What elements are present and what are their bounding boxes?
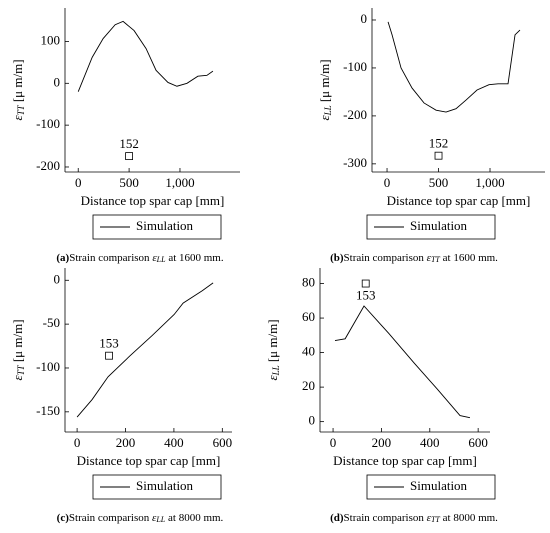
x-tick-label: 500 <box>429 175 449 190</box>
caption-rest: at 1600 mm. <box>166 252 224 264</box>
y-tick-label: 20 <box>302 378 315 393</box>
marker-label: 152 <box>119 136 139 151</box>
y-tick-label: 60 <box>302 309 315 324</box>
x-tick-label: 500 <box>119 175 139 190</box>
x-tick-label: 0 <box>384 175 391 190</box>
x-tick-label: 400 <box>420 435 440 450</box>
caption: (b)Strain comparison εTT at 1600 mm. <box>330 252 498 264</box>
legend-box <box>92 474 222 500</box>
caption-symbol: ε <box>152 252 157 264</box>
y-label-sub: TT <box>16 104 26 115</box>
x-tick-label: 0 <box>75 175 82 190</box>
legend-box <box>92 214 222 240</box>
marker <box>105 351 113 360</box>
y-tick-label: -300 <box>343 155 367 170</box>
x-tick-label: 200 <box>116 435 136 450</box>
y-label-unit: [μ m/m] <box>10 59 25 105</box>
y-label-symbol: ε <box>10 375 25 381</box>
y-label-sub: LL <box>323 105 333 116</box>
marker-label: 153 <box>356 288 376 303</box>
legend-box <box>366 474 496 500</box>
y-tick-label: 0 <box>309 413 316 428</box>
caption-label: (d) <box>330 512 344 524</box>
caption-symbol: ε <box>427 252 432 264</box>
caption-sub: LL <box>156 255 166 264</box>
y-tick-label: -100 <box>36 116 60 131</box>
legend-label: Simulation <box>410 478 468 493</box>
y-label-unit: [μ m/m] <box>265 319 280 365</box>
legend-box <box>366 214 496 240</box>
x-tick-label: 1,000 <box>475 175 504 190</box>
marker <box>361 279 370 288</box>
y-tick-label: -200 <box>343 107 367 122</box>
x-axis-label: Distance top spar cap [mm] <box>77 453 221 468</box>
y-tick-label: -200 <box>36 158 60 173</box>
caption: (a)Strain comparison εLL at 1600 mm. <box>56 252 223 264</box>
series-line <box>334 305 471 419</box>
y-tick-label: 0 <box>54 74 61 89</box>
caption-rest: at 8000 mm. <box>165 512 223 524</box>
caption-text: Strain comparison <box>69 512 152 524</box>
caption-label: (c) <box>57 512 70 524</box>
caption-label: (a) <box>56 252 69 264</box>
y-label-unit: [μ m/m] <box>317 59 332 105</box>
series-line <box>77 20 214 92</box>
x-tick-label: 600 <box>468 435 488 450</box>
caption: (d)Strain comparison εTT at 8000 mm. <box>330 512 498 524</box>
y-label-symbol: ε <box>265 375 280 381</box>
marker <box>125 152 133 161</box>
caption-text: Strain comparison <box>69 252 152 264</box>
series-line <box>76 282 214 418</box>
legend-label: Simulation <box>136 218 194 233</box>
y-tick-label: 100 <box>41 32 61 47</box>
x-axis-label: Distance top spar cap [mm] <box>81 193 225 208</box>
y-label-symbol: ε <box>317 115 332 121</box>
x-tick-label: 400 <box>164 435 184 450</box>
caption-text: Strain comparison <box>344 512 427 524</box>
caption-label: (b) <box>330 252 344 264</box>
legend-label: Simulation <box>136 478 194 493</box>
legend-label: Simulation <box>410 218 468 233</box>
x-axis-label: Distance top spar cap [mm] <box>333 453 477 468</box>
marker-label: 153 <box>99 336 119 351</box>
y-tick-label: -100 <box>343 59 367 74</box>
y-tick-label: -50 <box>43 315 60 330</box>
x-tick-label: 1,000 <box>165 175 194 190</box>
marker-label: 152 <box>429 136 449 151</box>
caption-text: Strain comparison <box>344 252 427 264</box>
x-tick-label: 0 <box>330 435 337 450</box>
x-tick-label: 0 <box>74 435 81 450</box>
x-axis-label: Distance top spar cap [mm] <box>387 193 531 208</box>
caption-symbol: ε <box>427 512 432 524</box>
y-label-sub: TT <box>16 364 26 375</box>
y-label-unit: [μ m/m] <box>10 319 25 365</box>
caption-sub: TT <box>431 255 440 264</box>
y-axis-label: εTT [μ m/m] <box>10 59 26 120</box>
y-axis-label: εLL [μ m/m] <box>317 59 333 120</box>
y-tick-label: 0 <box>361 11 368 26</box>
caption-rest: at 8000 mm. <box>440 512 498 524</box>
y-tick-label: 0 <box>54 271 61 286</box>
y-tick-label: -100 <box>36 359 60 374</box>
y-tick-label: 40 <box>302 344 315 359</box>
marker <box>434 151 443 160</box>
caption-rest: at 1600 mm. <box>440 252 498 264</box>
x-tick-label: 200 <box>372 435 392 450</box>
caption: (c)Strain comparison εLL at 8000 mm. <box>57 512 224 524</box>
y-label-sub: LL <box>271 365 281 376</box>
series-line <box>387 21 521 113</box>
y-tick-label: 80 <box>302 275 315 290</box>
x-tick-label: 600 <box>213 435 233 450</box>
caption-sub: TT <box>431 515 440 524</box>
y-axis-label: εLL [μ m/m] <box>265 319 281 380</box>
y-axis-label: εTT [μ m/m] <box>10 319 26 380</box>
caption-symbol: ε <box>152 512 157 524</box>
y-label-symbol: ε <box>10 115 25 121</box>
caption-sub: LL <box>155 515 165 524</box>
y-tick-label: -150 <box>36 403 60 418</box>
